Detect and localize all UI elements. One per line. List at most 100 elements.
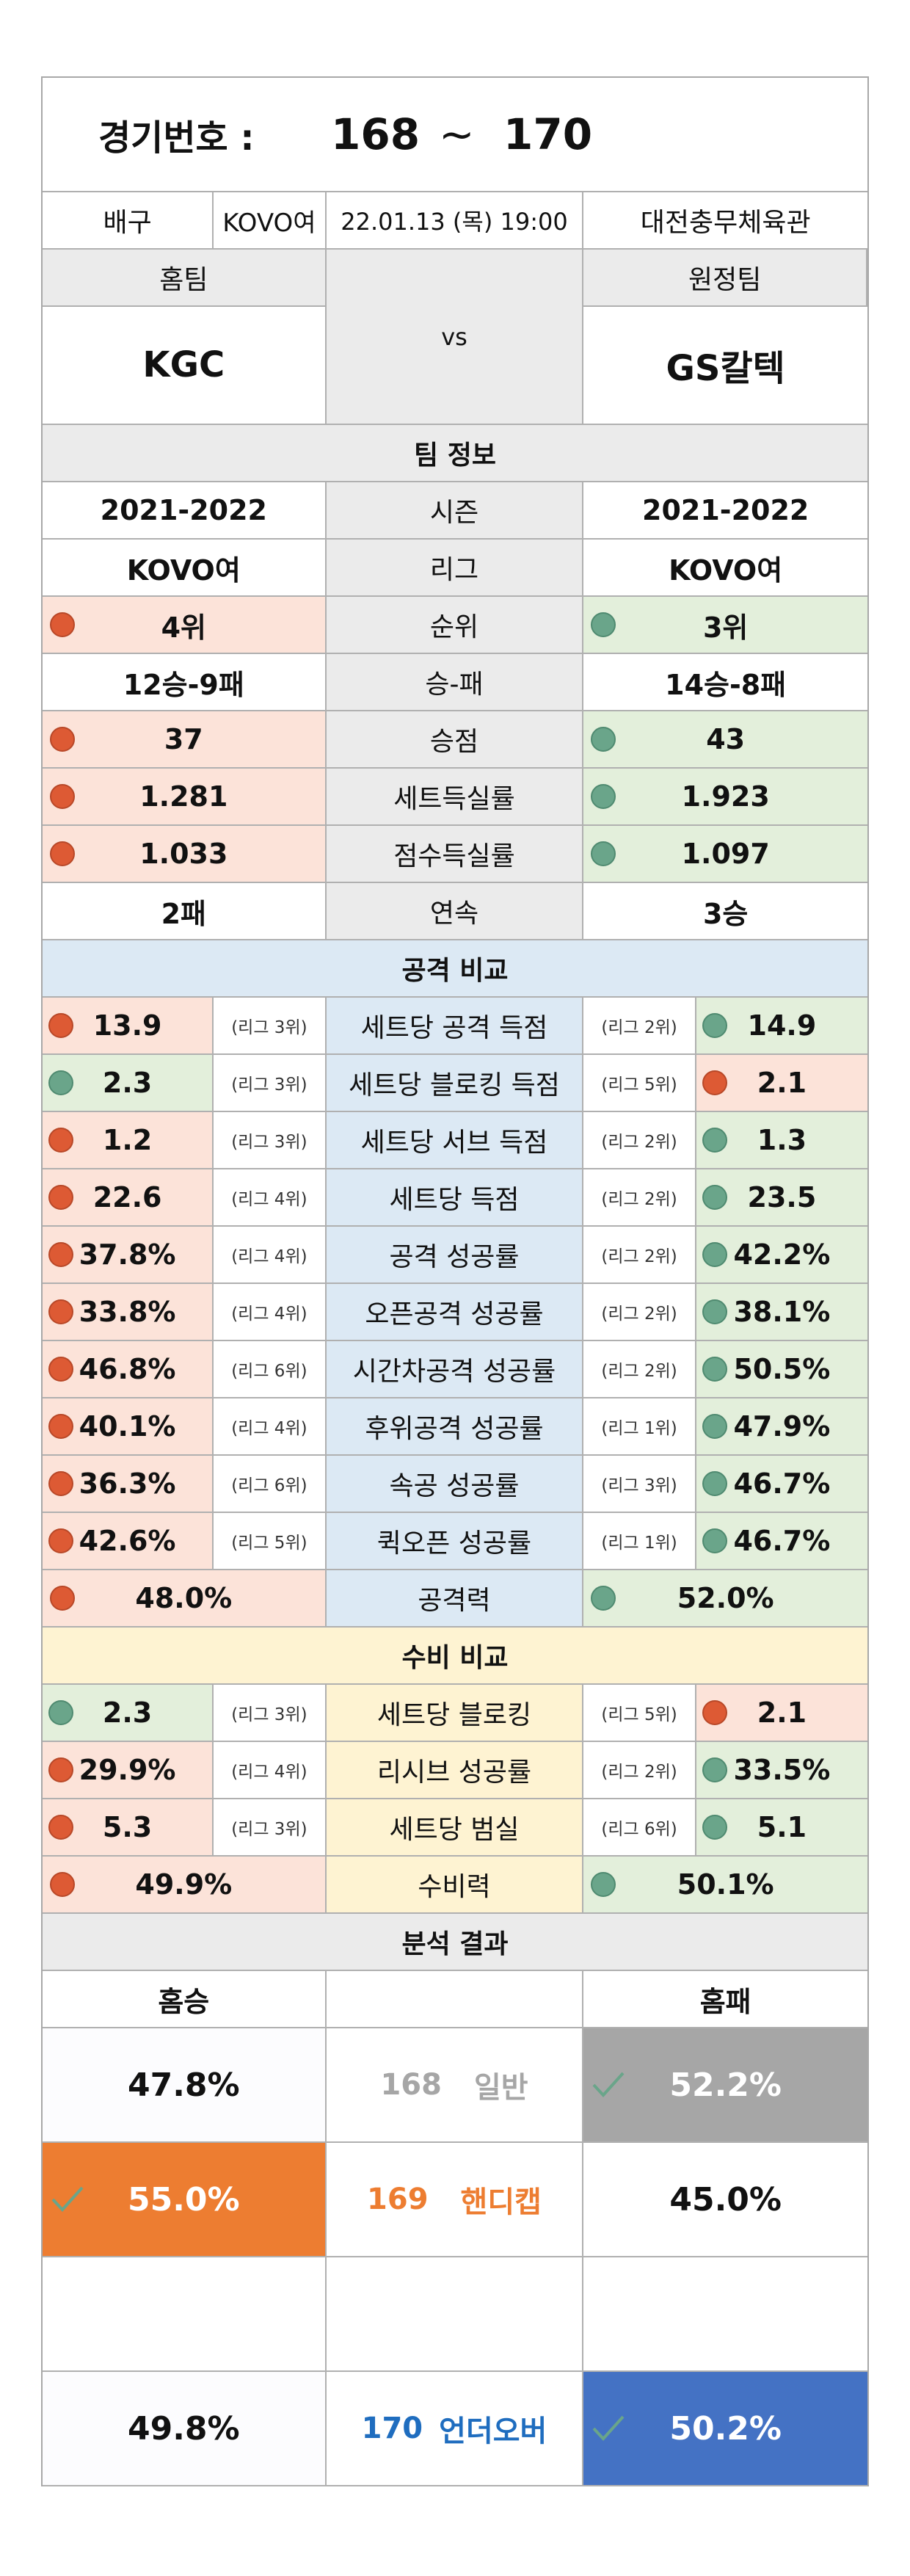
away-value-cell: 2.1 [696,1685,867,1741]
game-underover: 170 언더오버 [327,2372,584,2485]
away-team-name: GS칼텍 [666,347,785,389]
attack-rows: 13.9 (리그 3위) 세트당 공격 득점 (리그 2위) 14.9 2.3 (리그 3위… [43,998,867,1570]
away-rank: (리그 2위) [583,1169,696,1225]
attack-row: 40.1% (리그 4위) 후위공격 성공률 (리그 1위) 47.9% [43,1398,867,1456]
away-value: 23.5 [747,1181,817,1213]
home-rank: (리그 3위) [214,1685,327,1741]
home-value: KOVO여 [43,540,327,595]
home-value-cell: 49.9% [43,1857,327,1912]
status-dot-icon [702,1700,727,1725]
away-rank: (리그 5위) [583,1685,696,1741]
home-value-cell: 5.3 [43,1799,214,1855]
game-number-start: 168 [331,109,421,159]
home-value-cell: 1.281 [43,769,327,824]
status-dot-icon [702,1185,727,1210]
away-value-cell: 2.1 [696,1055,867,1111]
home-value-cell: 29.9% [43,1742,214,1798]
attack-row: 1.2 (리그 3위) 세트당 서브 득점 (리그 2위) 1.3 [43,1112,867,1169]
analysis-label-row: 홈승 홈패 [43,1971,867,2028]
away-value: 2.1 [757,1697,807,1729]
status-dot-icon [48,1471,73,1496]
team-info-row-point-ratio: 1.033 점수득실률 1.097 [43,826,867,883]
away-value: 3승 [702,897,749,930]
away-prob: 52.2% [669,2066,782,2104]
away-value: 52.0% [677,1582,774,1614]
away-value-cell: 43 [583,711,867,767]
status-dot-icon [702,1757,727,1782]
stat-label: 공격 성공률 [326,1227,584,1282]
away-rank: (리그 1위) [583,1513,696,1569]
team-info-row-season: 2021-2022 시즌 2021-2022 [43,482,867,540]
stat-label: 퀵오픈 성공률 [326,1513,584,1569]
home-value-cell: 2.3 [43,1685,214,1741]
home-value-cell: 36.3% [43,1456,214,1512]
status-dot-icon [591,1586,616,1611]
home-value-cell: 2.3 [43,1055,214,1111]
game-number: 168 [380,2068,442,2102]
home-value-cell: 46.8% [43,1341,214,1397]
home-rank: (리그 6위) [214,1341,327,1397]
home-team-name: KGC [142,344,225,385]
home-prob: 55.0% [127,2180,240,2218]
home-value: 37.8% [79,1238,176,1271]
status-dot-icon [48,1070,73,1095]
home-value: 49.9% [135,1868,233,1901]
away-value: 3위 [702,611,749,644]
home-value-cell: 37.8% [43,1227,214,1282]
defense-row: 2.3 (리그 3위) 세트당 블로킹 (리그 5위) 2.1 [43,1685,867,1742]
away-value-cell: 5.1 [696,1799,867,1855]
status-dot-icon [48,1357,73,1382]
status-dot-icon [702,1471,727,1496]
status-dot-icon [591,727,616,752]
away-value: 33.5% [733,1754,831,1786]
away-prob-cell: 52.2% [583,2028,867,2141]
status-dot-icon [50,784,75,809]
away-rank: (리그 5위) [583,1055,696,1111]
away-rank: (리그 6위) [583,1799,696,1855]
home-rank: (리그 3위) [214,1112,327,1168]
stat-label: 세트당 범실 [326,1799,584,1855]
home-value: 2패 [43,883,327,939]
away-value: KOVO여 [669,554,783,587]
away-value-cell: 23.5 [696,1169,867,1225]
defense-power-row: 49.9% 수비력 50.1% [43,1857,867,1914]
home-win-label: 홈승 [43,1971,327,2027]
home-prob: 49.8% [43,2372,327,2485]
check-icon [592,2415,625,2441]
status-dot-icon [50,841,75,866]
home-value: 37 [164,723,203,755]
attack-row: 22.6 (리그 4위) 세트당 득점 (리그 2위) 23.5 [43,1169,867,1227]
team-info-row-points: 37 승점 43 [43,711,867,769]
home-value-cell: 22.6 [43,1169,214,1225]
match-datetime: 22.01.13 (목) 19:00 [327,192,584,248]
stat-label: 시즌 [326,482,584,538]
home-rank: (리그 4위) [214,1227,327,1282]
check-icon [592,2072,625,2097]
home-value: 2.3 [102,1697,153,1729]
away-value: 14.9 [747,1009,817,1042]
away-rank: (리그 3위) [583,1456,696,1512]
stat-label: 승-패 [326,654,584,710]
analysis-row-general: 47.8% 168 일반 52.2% [43,2028,867,2143]
status-dot-icon [702,1128,727,1153]
home-rank: (리그 4위) [214,1398,327,1454]
game-number-sep: ~ [439,109,475,159]
stat-label: 세트당 서브 득점 [326,1112,584,1168]
game-number: 169 [367,2183,429,2216]
status-dot-icon [702,1070,727,1095]
stat-label: 리그 [326,540,584,595]
away-value-cell: 52.0% [583,1570,867,1626]
analysis-header: 분석 결과 [43,1914,867,1971]
stat-label: 후위공격 성공률 [326,1398,584,1454]
game-handicap: 169 핸디캡 [327,2143,584,2256]
home-rank: (리그 3위) [214,1799,327,1855]
away-rank: (리그 2위) [583,1284,696,1340]
attack-power-row: 48.0% 공격력 52.0% [43,1570,867,1628]
away-value-cell: 50.5% [696,1341,867,1397]
team-info-row-league: KOVO여 리그 KOVO여 [43,540,867,597]
analysis-row-underover: 49.8% 170 언더오버 50.2% [43,2372,867,2486]
home-value: 2.3 [102,1067,153,1099]
away-value-cell: 47.9% [696,1398,867,1454]
stat-label: 승점 [326,711,584,767]
away-value: 2021-2022 [642,494,809,526]
